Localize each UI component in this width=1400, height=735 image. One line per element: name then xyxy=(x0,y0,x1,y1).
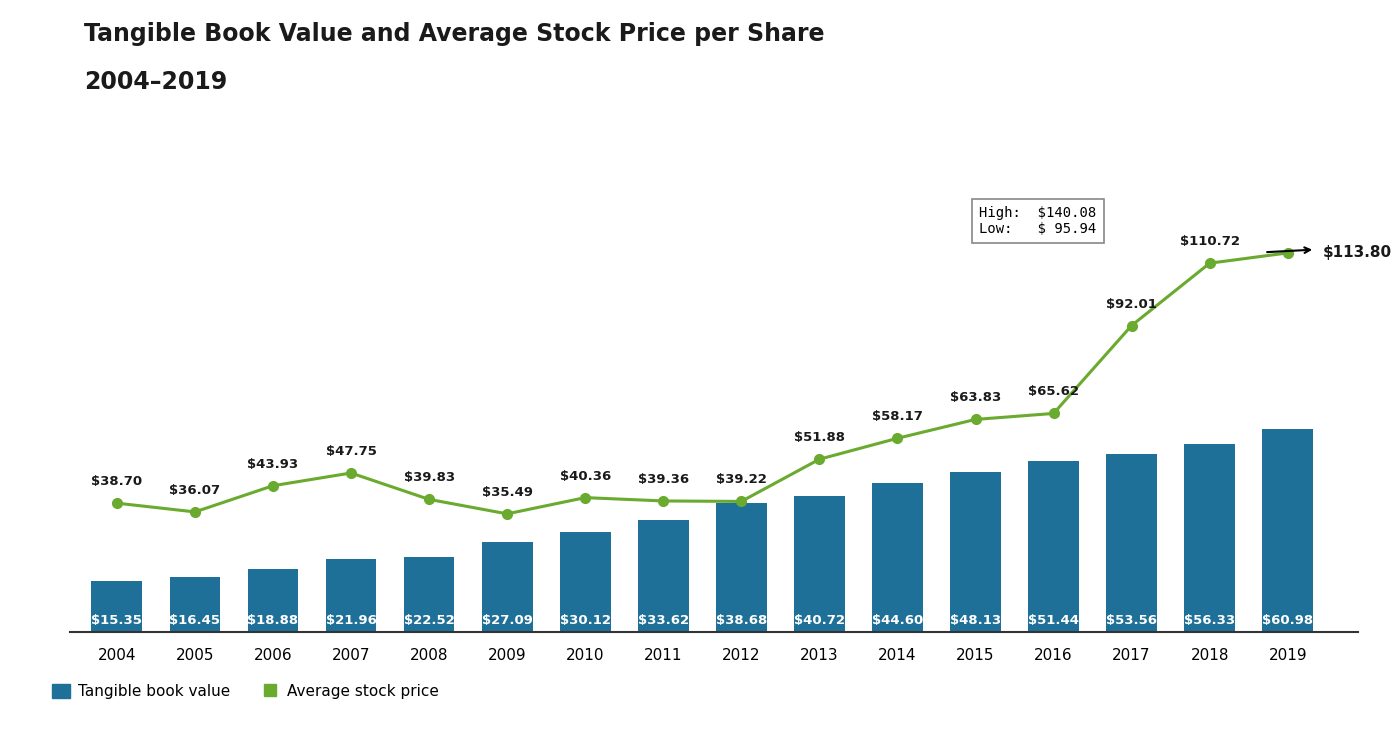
Text: High:  $140.08
Low:   $ 95.94: High: $140.08 Low: $ 95.94 xyxy=(980,206,1096,236)
Bar xyxy=(482,542,532,632)
Text: $51.88: $51.88 xyxy=(794,431,844,444)
Text: $35.49: $35.49 xyxy=(482,486,532,499)
Text: $39.22: $39.22 xyxy=(715,473,767,487)
Text: $48.13: $48.13 xyxy=(951,614,1001,627)
Bar xyxy=(638,520,689,632)
Text: 2004–2019: 2004–2019 xyxy=(84,70,227,94)
Text: $47.75: $47.75 xyxy=(326,445,377,458)
Text: $60.98: $60.98 xyxy=(1263,614,1313,627)
Text: $110.72: $110.72 xyxy=(1180,235,1239,248)
Text: $51.44: $51.44 xyxy=(1028,614,1079,627)
Text: $39.36: $39.36 xyxy=(637,473,689,486)
Text: $56.33: $56.33 xyxy=(1184,614,1235,627)
Bar xyxy=(560,531,610,632)
Bar xyxy=(403,557,455,632)
Bar xyxy=(91,581,143,632)
Text: $15.35: $15.35 xyxy=(91,614,143,627)
Bar xyxy=(248,569,298,632)
Text: $40.36: $40.36 xyxy=(560,470,610,483)
Text: $43.93: $43.93 xyxy=(248,458,298,470)
Text: $18.88: $18.88 xyxy=(248,614,298,627)
Text: $113.80: $113.80 xyxy=(1323,245,1392,260)
Text: $65.62: $65.62 xyxy=(1028,385,1079,398)
Bar xyxy=(169,577,220,632)
Bar xyxy=(715,503,767,632)
Text: $39.83: $39.83 xyxy=(403,471,455,484)
Bar xyxy=(1184,445,1235,632)
Text: $40.72: $40.72 xyxy=(794,614,844,627)
Text: $53.56: $53.56 xyxy=(1106,614,1158,627)
Text: $16.45: $16.45 xyxy=(169,614,220,627)
Bar xyxy=(794,496,844,632)
Bar xyxy=(1028,461,1079,632)
Bar xyxy=(951,472,1001,632)
Bar xyxy=(872,484,923,632)
Text: $38.68: $38.68 xyxy=(715,614,767,627)
Text: $58.17: $58.17 xyxy=(872,410,923,423)
Text: $33.62: $33.62 xyxy=(637,614,689,627)
Text: $22.52: $22.52 xyxy=(403,614,455,627)
Text: $44.60: $44.60 xyxy=(872,614,923,627)
Text: $30.12: $30.12 xyxy=(560,614,610,627)
Legend: Tangible book value, Average stock price: Tangible book value, Average stock price xyxy=(52,684,438,700)
Bar xyxy=(326,559,377,632)
Text: $63.83: $63.83 xyxy=(949,392,1001,404)
Text: $38.70: $38.70 xyxy=(91,475,143,488)
Text: $92.01: $92.01 xyxy=(1106,298,1156,310)
Bar xyxy=(1106,453,1156,632)
Text: $36.07: $36.07 xyxy=(169,484,220,497)
Text: $21.96: $21.96 xyxy=(326,614,377,627)
Bar xyxy=(1263,429,1313,632)
Text: Tangible Book Value and Average Stock Price per Share: Tangible Book Value and Average Stock Pr… xyxy=(84,22,825,46)
Text: $27.09: $27.09 xyxy=(482,614,532,627)
